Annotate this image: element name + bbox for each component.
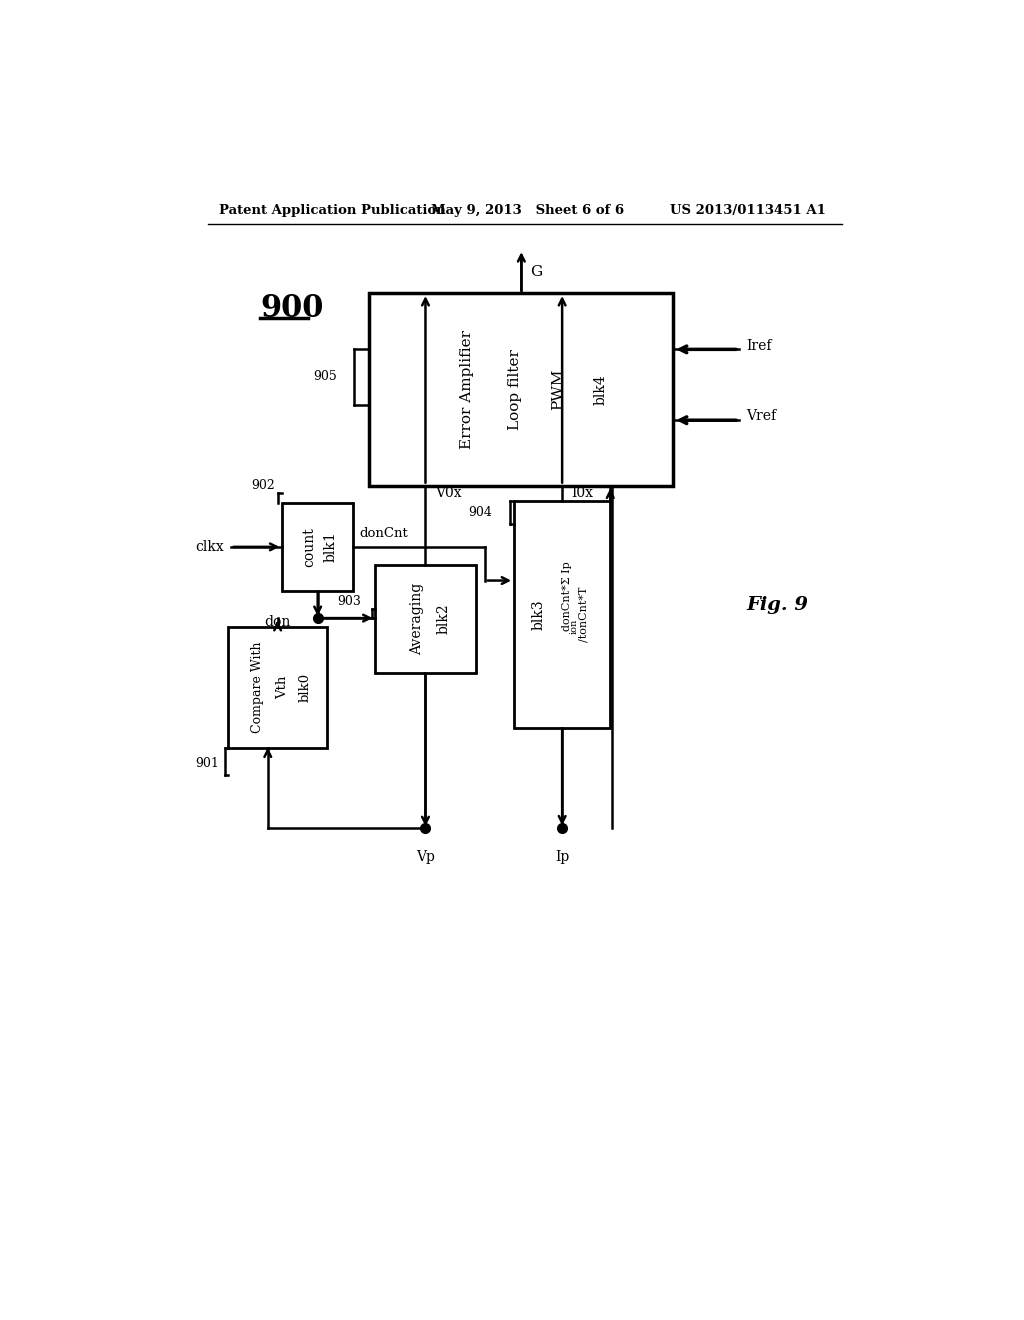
Text: US 2013/0113451 A1: US 2013/0113451 A1 — [670, 205, 825, 218]
Text: G: G — [530, 265, 543, 280]
Text: blk2: blk2 — [436, 603, 451, 634]
Text: Fig. 9: Fig. 9 — [746, 597, 809, 614]
Text: Ip: Ip — [555, 850, 569, 863]
Text: blk4: blk4 — [594, 374, 607, 405]
Text: blk0: blk0 — [299, 673, 311, 702]
Text: May 9, 2013   Sheet 6 of 6: May 9, 2013 Sheet 6 of 6 — [431, 205, 624, 218]
Text: 901: 901 — [196, 758, 219, 770]
Text: Vp: Vp — [416, 850, 435, 863]
Bar — [283, 503, 353, 591]
Text: 903: 903 — [338, 594, 361, 607]
Text: 905: 905 — [313, 370, 337, 383]
Text: Patent Application Publication: Patent Application Publication — [219, 205, 445, 218]
Text: Iref: Iref — [746, 338, 772, 352]
Text: Vth: Vth — [276, 676, 289, 700]
Text: I0x: I0x — [571, 486, 593, 500]
Text: blk1: blk1 — [324, 532, 338, 562]
Text: Averaging: Averaging — [411, 582, 425, 655]
Text: Compare With: Compare With — [252, 642, 264, 733]
Bar — [228, 627, 327, 748]
Text: ion: ion — [569, 618, 579, 634]
Bar — [376, 565, 475, 673]
Text: don: don — [264, 615, 291, 628]
Text: blk3: blk3 — [531, 599, 545, 630]
Bar — [370, 293, 674, 486]
Bar — [514, 502, 610, 729]
Text: V0x: V0x — [435, 486, 462, 500]
Text: Error Amplifier: Error Amplifier — [460, 330, 473, 449]
Text: clkx: clkx — [196, 540, 224, 554]
Text: 902: 902 — [251, 479, 274, 492]
Text: donCnt: donCnt — [359, 527, 408, 540]
Text: Loop filter: Loop filter — [508, 348, 522, 430]
Text: donCnt*Σ Ip: donCnt*Σ Ip — [562, 561, 572, 631]
Text: PWM: PWM — [551, 368, 565, 411]
Text: count: count — [302, 527, 316, 566]
Text: Vref: Vref — [746, 409, 776, 424]
Text: 904: 904 — [469, 506, 493, 519]
Text: 900: 900 — [260, 293, 324, 323]
Text: /tonCnt*T: /tonCnt*T — [579, 587, 589, 643]
